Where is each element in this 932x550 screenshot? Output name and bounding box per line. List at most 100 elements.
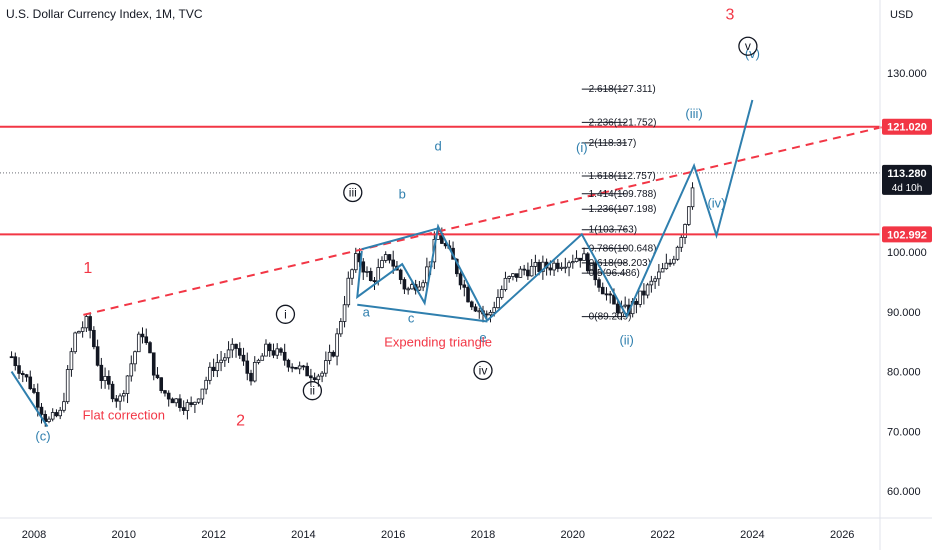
candle-body bbox=[282, 351, 287, 361]
candle bbox=[571, 254, 575, 269]
candle bbox=[294, 367, 298, 370]
candle-body bbox=[484, 313, 489, 316]
candle bbox=[679, 234, 684, 252]
candle bbox=[522, 264, 526, 276]
candle-body bbox=[578, 257, 583, 261]
candle-body bbox=[271, 350, 276, 356]
candle bbox=[223, 353, 227, 367]
candle-body bbox=[84, 316, 89, 329]
candle bbox=[350, 268, 354, 286]
candle-body bbox=[398, 269, 403, 280]
candle-body bbox=[589, 263, 594, 272]
candle bbox=[166, 390, 171, 407]
candle bbox=[241, 347, 246, 366]
candle bbox=[286, 358, 291, 372]
candle-body bbox=[668, 262, 672, 265]
wave-c-path bbox=[10, 371, 49, 428]
chart-annotation: Expending triangle bbox=[384, 335, 492, 350]
candle bbox=[77, 330, 81, 334]
candle-body bbox=[368, 270, 373, 282]
candle-body bbox=[604, 293, 609, 296]
candle bbox=[559, 262, 564, 271]
candle bbox=[312, 372, 317, 383]
candle-body bbox=[256, 359, 261, 363]
candle-body bbox=[574, 257, 579, 262]
wave-label: b bbox=[399, 186, 406, 201]
candle bbox=[507, 275, 511, 283]
candle bbox=[174, 398, 178, 407]
candle-body bbox=[267, 343, 272, 352]
candle-body bbox=[417, 286, 422, 291]
candle bbox=[230, 338, 235, 358]
candle bbox=[204, 376, 208, 395]
triangle-wave-path bbox=[356, 223, 489, 322]
candle bbox=[39, 402, 44, 424]
candle bbox=[133, 350, 137, 372]
candle bbox=[279, 347, 283, 356]
candle bbox=[514, 273, 519, 282]
candle-body bbox=[208, 366, 212, 381]
candle-body bbox=[469, 301, 474, 308]
candle bbox=[645, 282, 650, 299]
wave-label: a bbox=[363, 305, 371, 320]
candle bbox=[466, 283, 470, 303]
candle-body bbox=[410, 284, 414, 290]
wave-label: (c) bbox=[35, 428, 50, 443]
candle bbox=[346, 271, 351, 308]
candle-body bbox=[499, 289, 504, 298]
candle bbox=[260, 353, 265, 361]
y-tick-label: 80.000 bbox=[887, 367, 921, 379]
y-tick-label: 130.000 bbox=[887, 68, 927, 80]
candle-body bbox=[279, 348, 283, 353]
candle bbox=[211, 358, 216, 377]
candle bbox=[181, 400, 186, 415]
candle-body bbox=[462, 284, 467, 288]
candle-body bbox=[39, 406, 44, 415]
wave-label: iii bbox=[349, 186, 357, 200]
candle-body bbox=[136, 333, 141, 353]
candle bbox=[252, 356, 257, 383]
candle bbox=[249, 369, 253, 386]
candle bbox=[417, 281, 422, 292]
candle bbox=[533, 254, 538, 276]
candle bbox=[193, 401, 197, 413]
candle-body bbox=[324, 360, 328, 374]
candle-body bbox=[567, 262, 571, 268]
candle bbox=[634, 298, 639, 314]
candle-body bbox=[488, 311, 493, 316]
candle-body bbox=[226, 349, 231, 359]
wave-label: (iv) bbox=[707, 195, 725, 210]
candle-body bbox=[50, 412, 55, 420]
candle-body bbox=[672, 258, 676, 264]
candle-body bbox=[522, 268, 526, 271]
candle-body bbox=[234, 343, 238, 349]
candle bbox=[129, 355, 134, 382]
price-badge-bg bbox=[882, 164, 932, 195]
candle-body bbox=[511, 273, 515, 277]
candle-body bbox=[556, 262, 560, 269]
candle bbox=[383, 251, 388, 263]
candle bbox=[189, 396, 193, 408]
candle bbox=[144, 328, 149, 345]
price-badge: 121.020 bbox=[882, 118, 932, 135]
candle-body bbox=[58, 409, 62, 417]
candle-body bbox=[623, 304, 627, 307]
candle-body bbox=[230, 343, 235, 351]
candle bbox=[69, 347, 74, 377]
candle-body bbox=[342, 304, 347, 322]
candle-body bbox=[615, 303, 620, 314]
candle bbox=[567, 260, 571, 277]
wave-label: i bbox=[284, 307, 287, 321]
wave-label-circle bbox=[473, 360, 493, 381]
candle-body bbox=[275, 348, 280, 356]
candle-body bbox=[80, 327, 85, 332]
candle bbox=[672, 255, 676, 266]
candle-body bbox=[99, 364, 104, 381]
candle bbox=[140, 327, 145, 344]
candle-body bbox=[122, 393, 126, 397]
candle-body bbox=[54, 412, 59, 417]
wave-label-circle bbox=[343, 182, 363, 203]
candle-body bbox=[559, 266, 564, 269]
